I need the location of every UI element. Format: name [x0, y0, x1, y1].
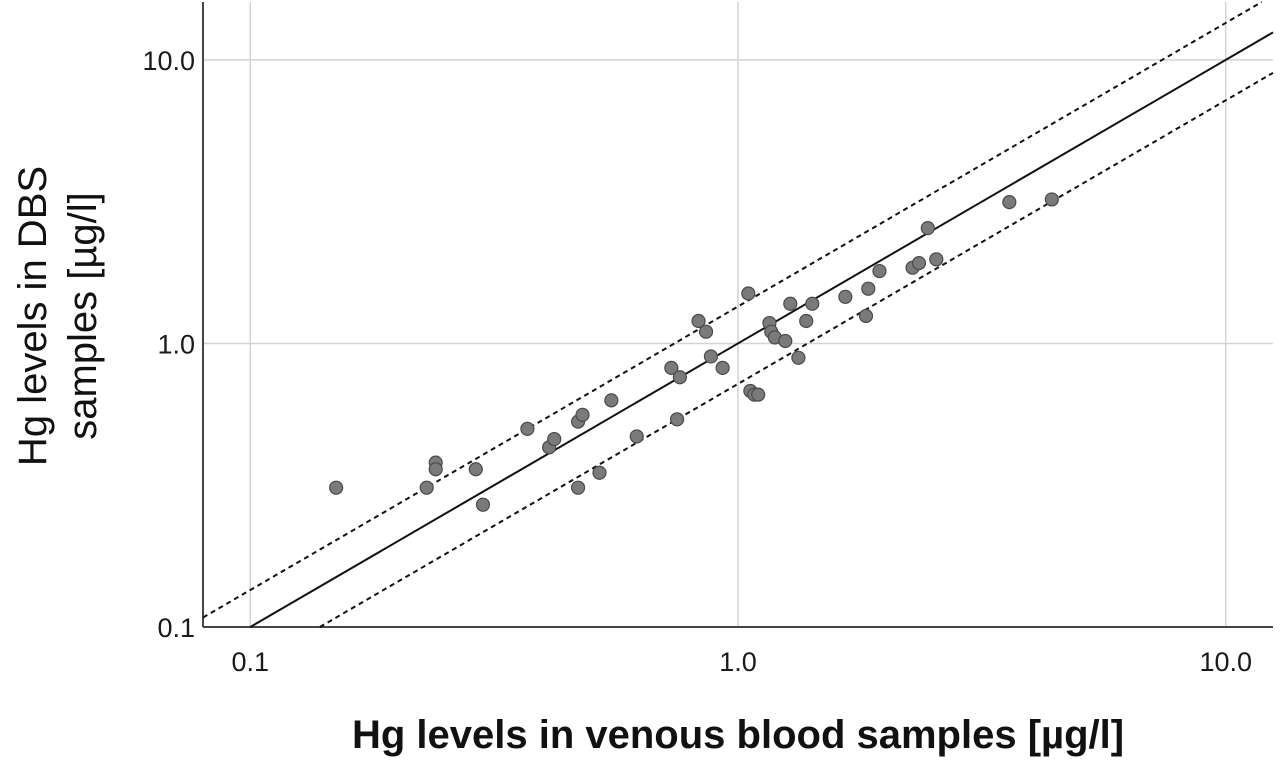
data-point — [428, 462, 443, 477]
data-point — [929, 252, 944, 267]
data-point — [1044, 192, 1059, 207]
y-axis-title-line-1: Hg levels in DBS — [11, 166, 55, 466]
x-axis-title: Hg levels in venous blood samples [µg/l] — [352, 713, 1124, 757]
data-point — [329, 480, 344, 495]
x-tick-label: 0.1 — [231, 647, 269, 677]
data-point — [520, 421, 535, 436]
limit-line-dashed — [319, 71, 1274, 628]
data-point — [838, 289, 853, 304]
data-point — [570, 480, 586, 495]
data-point — [703, 349, 719, 364]
data-points — [329, 192, 1059, 512]
data-point — [858, 308, 874, 324]
data-point — [872, 263, 887, 279]
data-point — [805, 296, 820, 311]
limit-line-dashed — [202, 1, 1263, 619]
data-point — [475, 497, 491, 512]
data-point — [575, 407, 590, 422]
data-point — [592, 465, 607, 480]
data-point — [604, 393, 619, 408]
data-point — [672, 370, 687, 385]
data-point — [778, 333, 793, 349]
data-point — [468, 462, 483, 477]
y-tick-label: 0.1 — [157, 613, 195, 643]
data-point — [783, 296, 798, 311]
x-tick-label: 10.0 — [1199, 647, 1252, 677]
data-point — [547, 431, 562, 447]
data-point — [669, 412, 685, 427]
data-point — [664, 360, 679, 375]
data-point — [799, 313, 814, 329]
data-point — [715, 360, 730, 375]
x-tick-label: 1.0 — [719, 647, 757, 677]
y-tick-label: 10.0 — [142, 46, 195, 76]
data-point — [419, 480, 434, 495]
data-point — [741, 286, 756, 301]
data-point — [698, 324, 714, 339]
y-axis-title: Hg levels in DBS samples [µg/l] — [11, 166, 105, 466]
y-axis-title-line-2: samples [µg/l] — [61, 192, 105, 440]
data-point — [751, 387, 766, 402]
data-point — [920, 221, 935, 236]
identity-line — [249, 31, 1274, 628]
reference-lines — [202, 1, 1274, 628]
data-point — [629, 429, 644, 444]
data-point — [1002, 195, 1017, 210]
data-point — [861, 281, 876, 296]
data-point — [691, 313, 706, 329]
data-point — [791, 350, 806, 365]
axes — [202, 2, 1273, 628]
tick-labels: 0.1 1.0 10.0 0.1 1.0 10.0 — [142, 46, 1252, 677]
grid — [203, 2, 1273, 627]
data-point — [911, 256, 927, 271]
y-tick-label: 1.0 — [157, 329, 195, 359]
